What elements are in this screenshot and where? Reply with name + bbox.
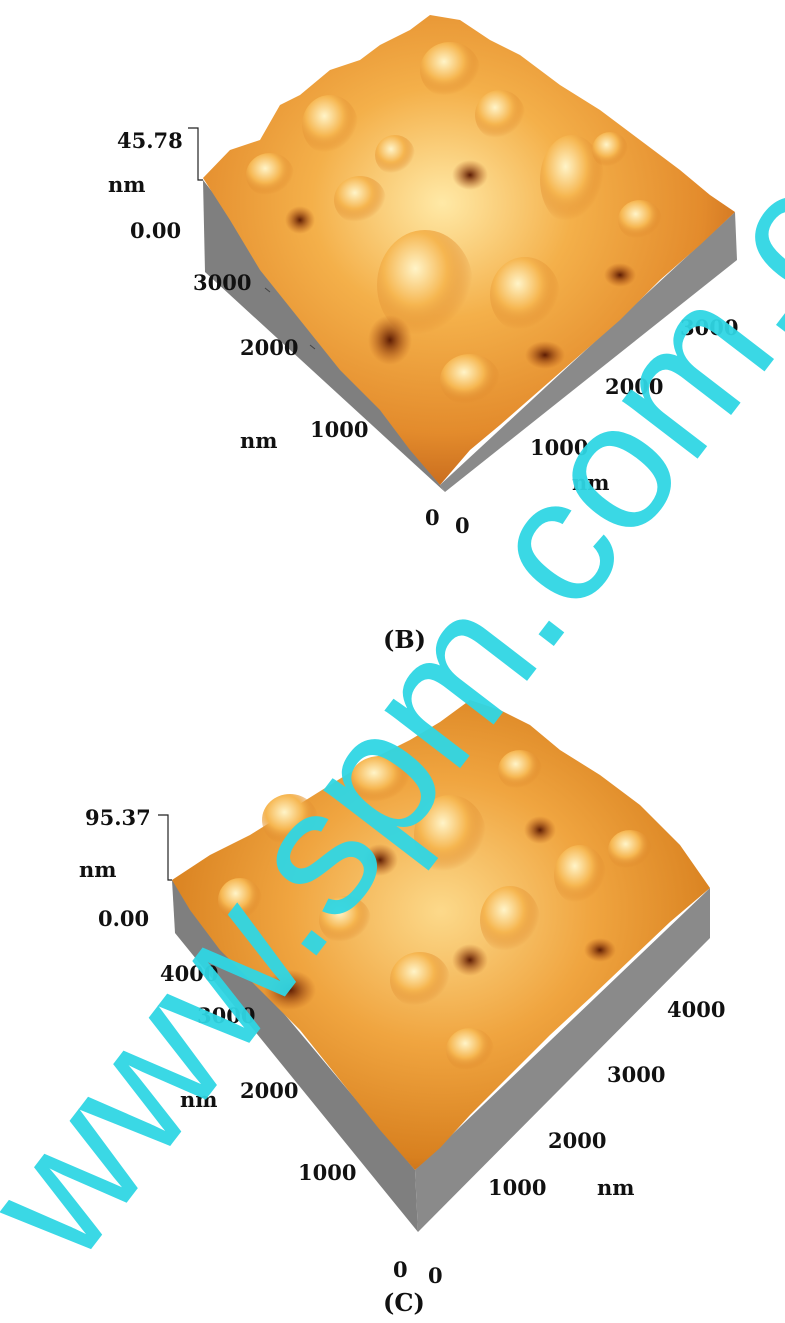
afm-panel-b: 45.78 nm 0.00 3000 2000 1000 nm 0 0 1000… <box>0 0 785 660</box>
side-wall-right-c <box>415 888 710 1232</box>
y-tick-label-c-2: 3000 <box>197 1003 256 1028</box>
x-tick-label-b-3: 3000 <box>680 315 739 340</box>
z-max-label-c: 95.37 <box>85 805 151 830</box>
y-tick-label-b-1: 3000 <box>193 270 252 295</box>
y-unit-label-b: nm <box>240 428 278 453</box>
x-tick-label-c-3: 3000 <box>607 1062 666 1087</box>
side-wall-right-b <box>440 212 737 492</box>
z-axis-bracket-b <box>188 127 203 181</box>
x-unit-label-c: nm <box>597 1175 635 1200</box>
y-tick-label-c-4: 1000 <box>298 1160 357 1185</box>
z-max-label-b: 45.78 <box>117 128 183 153</box>
x-unit-label-b: nm <box>572 470 610 495</box>
afm-panel-c: 95.37 nm 0.00 4000 3000 2000 1000 nm 0 0… <box>0 660 785 1323</box>
origin-left-label-b: 0 <box>425 505 440 530</box>
x-tick-label-c-4: 4000 <box>667 997 726 1022</box>
y-unit-label-c: nm <box>180 1087 218 1112</box>
origin-right-label-b: 0 <box>455 513 470 538</box>
side-wall-left-c <box>172 880 418 1232</box>
z-min-label-c: 0.00 <box>98 906 150 931</box>
z-unit-label-c: nm <box>79 857 117 882</box>
y-tick-label-b-3: 1000 <box>310 417 369 442</box>
x-tick-label-c-1: 1000 <box>488 1175 547 1200</box>
origin-right-label-c: 0 <box>428 1263 443 1288</box>
afm-surface-c <box>158 700 710 1232</box>
x-tick-label-b-1: 1000 <box>530 435 589 460</box>
y-tick-label-c-1: 4000 <box>160 961 219 986</box>
z-axis-bracket-c <box>158 814 172 881</box>
panel-caption-b: (B) <box>383 625 426 654</box>
y-tick-label-c-3: 2000 <box>240 1078 299 1103</box>
panel-caption-c: (C) <box>383 1288 425 1317</box>
y-tick-label-b-2: 2000 <box>240 335 299 360</box>
origin-left-label-c: 0 <box>393 1257 408 1282</box>
x-tick-label-b-2: 2000 <box>605 374 664 399</box>
z-min-label-b: 0.00 <box>130 218 182 243</box>
z-unit-label-b: nm <box>108 172 146 197</box>
afm-surface-b <box>188 15 737 492</box>
x-tick-label-c-2: 2000 <box>548 1128 607 1153</box>
